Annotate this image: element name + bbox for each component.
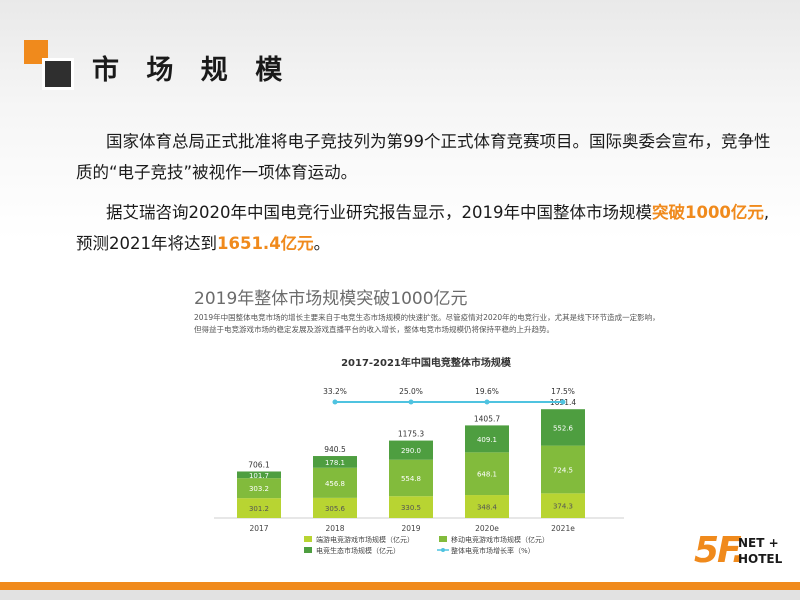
market-size-chart: 2017-2021年中国电竞整体市场规模 301.2 303.2 101.7 706.1… [214, 356, 624, 555]
logo-line-1: NET + [738, 536, 779, 550]
paragraph-1-text: 国家体育总局正式批准将电子竞技列为第99个正式体育竞赛项目。国际奥委会宣布，竞争… [76, 132, 771, 182]
bar-segment-2018-1 [313, 497, 357, 518]
legend-label: 端游电竞游戏市场规模（亿元） [316, 535, 414, 544]
bar-segment-2019-1 [389, 496, 433, 518]
bar-value-label: 374.3 [553, 503, 573, 511]
bar-segment-2018-3 [313, 456, 357, 468]
bar-segment-2019-3 [389, 440, 433, 460]
bar-value-label: 301.2 [249, 505, 269, 513]
paragraph-1: 国家体育总局正式批准将电子竞技列为第99个正式体育竞赛项目。国际奥委会宣布，竞争… [76, 126, 776, 188]
bottom-accent-bar [0, 582, 800, 590]
legend-label: 整体电竞市场增长率（%） [451, 546, 535, 555]
bar-total-label: 1405.7 [474, 414, 500, 423]
growth-rate-label: 19.6% [475, 387, 499, 396]
bar-segment-2021e-2 [541, 445, 585, 494]
bar-segment-2018-2 [313, 467, 357, 498]
paragraph-2: 据艾瑞咨询2020年中国电竞行业研究报告显示，2019年中国整体市场规模突破10… [76, 197, 776, 259]
bar-total-label: 940.5 [324, 445, 346, 454]
legend-swatch-point [441, 548, 445, 552]
bar-value-label: 724.5 [553, 466, 573, 474]
legend-swatch [304, 547, 312, 553]
bar-value-label: 552.6 [553, 424, 574, 432]
chart-title: 2017-2021年中国电竞整体市场规模 [341, 356, 512, 369]
highlight-breakthrough: 突破1000亿元 [651, 203, 764, 222]
legend-swatch [304, 536, 312, 542]
bar-value-label: 648.1 [477, 471, 497, 479]
growth-rate-point [332, 399, 338, 405]
bar-segment-2020e-3 [465, 425, 509, 453]
bar-segment-2019-2 [389, 459, 433, 497]
title-accent-dark-square [42, 58, 74, 90]
bar-segment-2021e-1 [541, 493, 585, 518]
report-description: 2019年中国整体电竞市场的增长主要来自于电竞生态市场规模的快速扩张。尽管疫情对… [194, 313, 660, 334]
bar-total-label: 706.1 [248, 460, 270, 469]
growth-rate-label: 25.0% [399, 387, 423, 396]
paragraph-2-prefix: 据艾瑞咨询2020年中国电竞行业研究报告显示，2019年中国整体市场规模 [106, 203, 652, 222]
bar-value-label: 554.8 [401, 475, 421, 483]
bar-total-label: 1175.3 [398, 430, 424, 439]
bar-value-label: 178.1 [325, 459, 345, 467]
growth-rate-label: 17.5% [551, 387, 575, 396]
bar-segment-2017-1 [237, 498, 281, 518]
slide-title: 市 场 规 模 [92, 55, 292, 86]
bar-value-label: 330.5 [401, 504, 421, 512]
growth-rate-label: 33.2% [323, 387, 347, 396]
paragraph-2-mid: ,预测2021年将达到 [76, 203, 770, 253]
bar-segment-2020e-2 [465, 452, 509, 496]
bar-value-label: 409.1 [477, 436, 497, 444]
legend-label: 移动电竞游戏市场规模（亿元） [451, 535, 549, 544]
bar-segment-2020e-1 [465, 495, 509, 518]
bar-value-label: 101.7 [249, 472, 269, 480]
growth-rate-point [408, 399, 414, 405]
x-tick-label: 2017 [249, 524, 268, 533]
report-heading: 2019年整体市场规模突破1000亿元 [194, 289, 468, 309]
bar-segment-2021e-3 [541, 409, 585, 446]
bar-value-label: 290.0 [401, 447, 421, 455]
bar-value-label: 305.6 [325, 505, 346, 513]
bar-value-label: 303.2 [249, 485, 269, 493]
legend-label: 电竞生态市场规模（亿元） [316, 546, 400, 555]
bar-value-label: 456.8 [325, 480, 345, 488]
paragraph-2-suffix: 。 [313, 234, 331, 253]
bar-value-label: 348.4 [477, 504, 498, 512]
x-tick-label: 2021e [551, 524, 575, 533]
bottom-gray-strip [0, 590, 800, 600]
x-tick-label: 2019 [401, 524, 420, 533]
x-tick-label: 2018 [325, 524, 344, 533]
brand-logo: 5F. NET + HOTEL [694, 530, 784, 578]
x-tick-label: 2020e [475, 524, 499, 533]
legend-swatch [439, 536, 447, 542]
highlight-2021-forecast: 1651.4亿元 [217, 234, 314, 253]
bar-segment-2017-3 [237, 471, 281, 479]
bar-segment-2017-2 [237, 478, 281, 499]
growth-rate-point [484, 399, 490, 405]
report-image: 2019年整体市场规模突破1000亿元 2019年中国整体电竞市场的增长主要来自… [184, 276, 668, 562]
logo-line-2: HOTEL [738, 552, 783, 566]
growth-rate-point [560, 399, 566, 405]
logo-mark: 5F. [694, 530, 745, 571]
